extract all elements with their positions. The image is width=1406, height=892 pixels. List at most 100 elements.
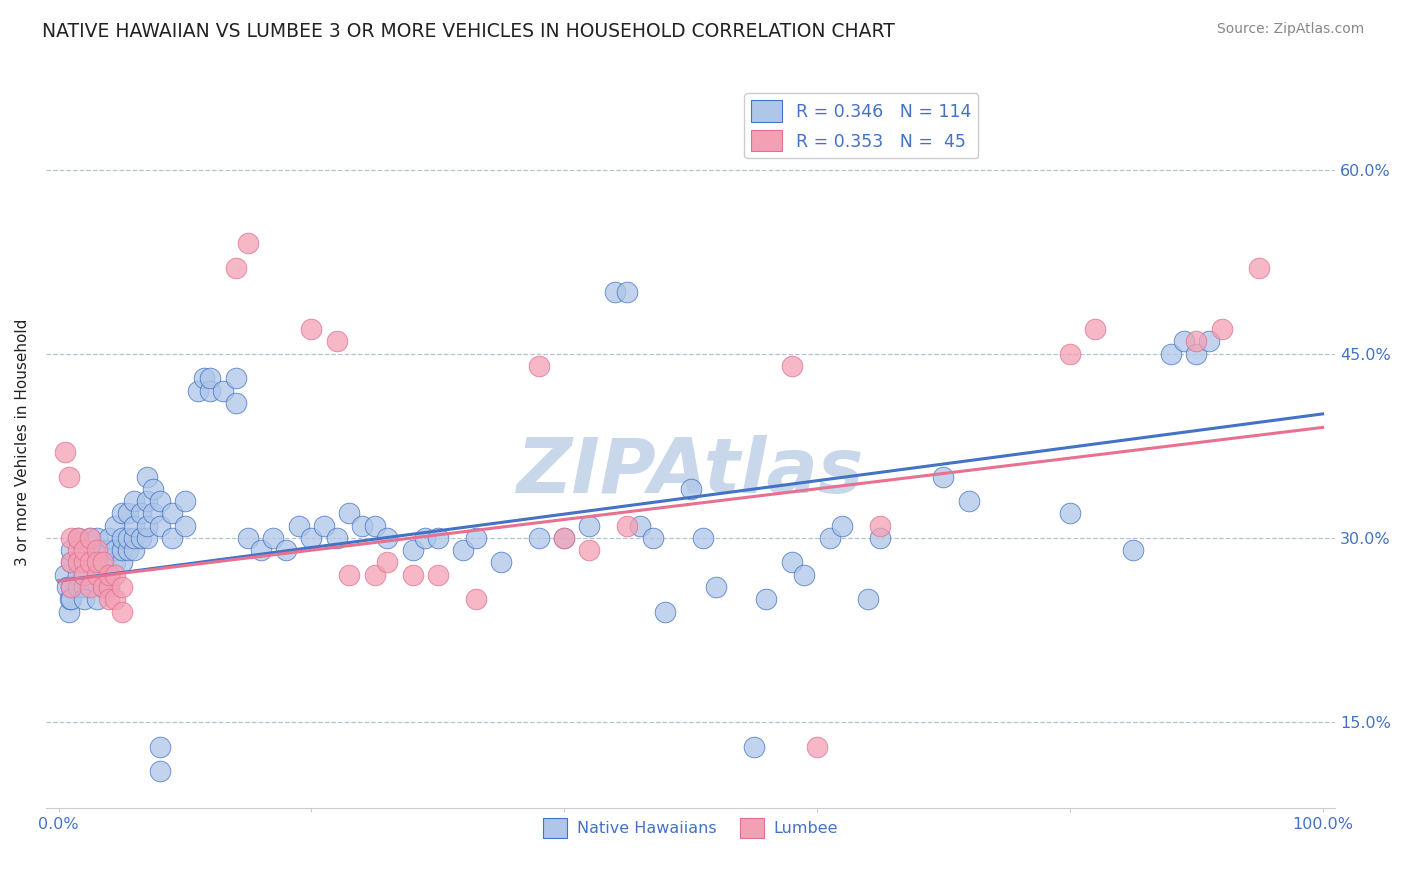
Point <box>98 592 121 607</box>
Point <box>58 469 80 483</box>
Point <box>98 567 121 582</box>
Point <box>104 556 127 570</box>
Point <box>375 531 398 545</box>
Point <box>66 531 89 545</box>
Point <box>856 592 879 607</box>
Point <box>79 580 101 594</box>
Point <box>225 260 247 275</box>
Point <box>553 531 575 545</box>
Point <box>187 384 209 398</box>
Point <box>111 543 134 558</box>
Point <box>60 556 83 570</box>
Point <box>250 543 273 558</box>
Point <box>104 567 127 582</box>
Point <box>98 580 121 594</box>
Point <box>1122 543 1144 558</box>
Point <box>527 531 550 545</box>
Point <box>162 531 184 545</box>
Point <box>287 518 309 533</box>
Point <box>60 543 83 558</box>
Point <box>111 580 134 594</box>
Point <box>79 543 101 558</box>
Point <box>129 531 152 545</box>
Point <box>79 531 101 545</box>
Point <box>117 531 139 545</box>
Point <box>59 592 82 607</box>
Point <box>86 567 108 582</box>
Point <box>299 531 322 545</box>
Point <box>1059 347 1081 361</box>
Point <box>350 518 373 533</box>
Point <box>149 739 172 754</box>
Point <box>91 567 114 582</box>
Point <box>129 507 152 521</box>
Point <box>91 543 114 558</box>
Point <box>654 605 676 619</box>
Point <box>869 531 891 545</box>
Point <box>98 531 121 545</box>
Point <box>86 556 108 570</box>
Point <box>73 556 96 570</box>
Point <box>136 494 159 508</box>
Point <box>1211 322 1233 336</box>
Point <box>79 556 101 570</box>
Point <box>276 543 298 558</box>
Point <box>86 531 108 545</box>
Point <box>553 531 575 545</box>
Text: ZIPAtlas: ZIPAtlas <box>517 435 865 509</box>
Point <box>363 518 385 533</box>
Point <box>66 531 89 545</box>
Point <box>149 518 172 533</box>
Point <box>1249 260 1271 275</box>
Point <box>91 580 114 594</box>
Point <box>325 334 347 349</box>
Point <box>117 543 139 558</box>
Point <box>111 531 134 545</box>
Point <box>780 359 803 373</box>
Point <box>225 396 247 410</box>
Point <box>603 285 626 300</box>
Point <box>136 531 159 545</box>
Point <box>1160 347 1182 361</box>
Point <box>527 359 550 373</box>
Point <box>679 482 702 496</box>
Point <box>104 592 127 607</box>
Point <box>111 605 134 619</box>
Point <box>742 739 765 754</box>
Text: NATIVE HAWAIIAN VS LUMBEE 3 OR MORE VEHICLES IN HOUSEHOLD CORRELATION CHART: NATIVE HAWAIIAN VS LUMBEE 3 OR MORE VEHI… <box>42 22 896 41</box>
Point <box>98 543 121 558</box>
Point <box>426 531 449 545</box>
Point <box>136 518 159 533</box>
Point <box>73 556 96 570</box>
Point <box>60 580 83 594</box>
Text: Source: ZipAtlas.com: Source: ZipAtlas.com <box>1216 22 1364 37</box>
Point <box>578 543 600 558</box>
Point <box>98 580 121 594</box>
Point <box>104 543 127 558</box>
Point <box>375 556 398 570</box>
Point <box>73 567 96 582</box>
Point <box>793 567 815 582</box>
Point <box>692 531 714 545</box>
Point <box>91 556 114 570</box>
Point <box>91 580 114 594</box>
Point <box>299 322 322 336</box>
Point <box>616 518 638 533</box>
Point <box>66 567 89 582</box>
Point <box>780 556 803 570</box>
Point <box>56 580 79 594</box>
Point <box>263 531 285 545</box>
Point <box>932 469 955 483</box>
Point <box>124 531 146 545</box>
Point <box>1185 347 1208 361</box>
Point <box>124 518 146 533</box>
Point <box>104 518 127 533</box>
Point <box>238 236 260 251</box>
Point <box>79 556 101 570</box>
Point <box>616 285 638 300</box>
Point <box>755 592 778 607</box>
Point <box>641 531 664 545</box>
Point <box>401 567 423 582</box>
Point <box>337 507 360 521</box>
Point <box>86 567 108 582</box>
